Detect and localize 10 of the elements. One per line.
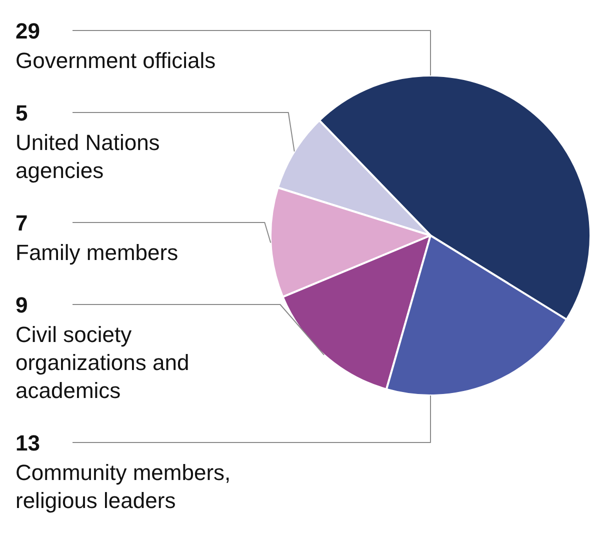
data-label: 7 — [16, 210, 28, 236]
data-label: 29 — [16, 18, 40, 44]
data-label: 5 — [16, 100, 28, 126]
slice-label: Family members — [16, 240, 178, 265]
data-label: 9 — [16, 292, 28, 318]
slice-label: Government officials — [16, 48, 216, 73]
slice-label: Community members, religious leaders — [16, 460, 231, 513]
data-label: 13 — [16, 430, 40, 456]
slice-label: Civil society organizations and academics — [16, 322, 190, 403]
slice-label: United Nations agencies — [16, 130, 160, 183]
